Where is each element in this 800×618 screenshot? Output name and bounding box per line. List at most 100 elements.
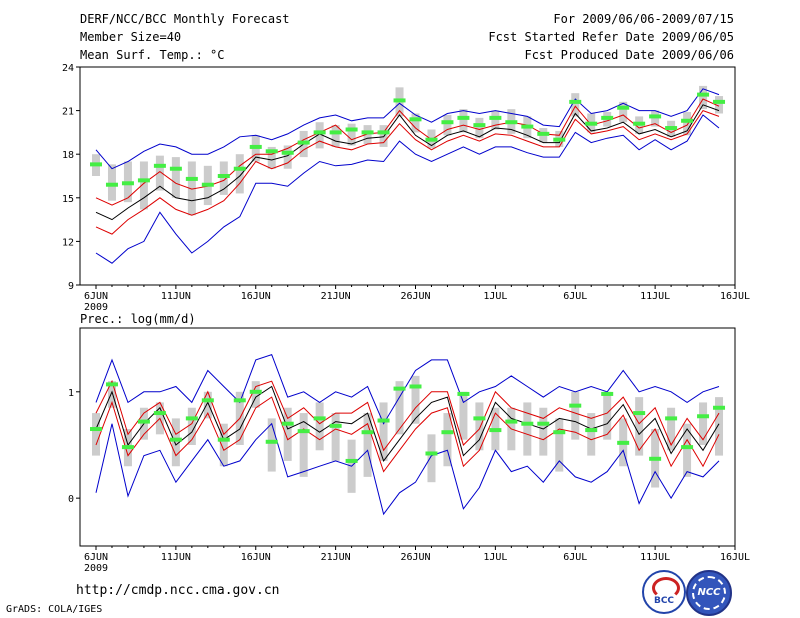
temp-spread-box (571, 93, 580, 117)
prec-median-marker (345, 458, 358, 463)
temp-median-marker (169, 166, 182, 171)
temp-median-marker (105, 182, 118, 187)
prec-median-marker (121, 445, 134, 450)
prec-spread-box (539, 407, 548, 456)
prec-spread-box (283, 407, 292, 461)
temp-max-line (95, 88, 720, 170)
prec-median-marker (473, 416, 486, 421)
prec-x-tick-label: 1JUL (483, 552, 507, 563)
temp-median-marker (665, 126, 678, 131)
temp-x-tick-label: 6JUL (563, 291, 587, 302)
prec-spread-box (587, 413, 596, 456)
temp-spread-box (715, 96, 724, 114)
temp-spread-box (315, 122, 324, 149)
forecast-start-date-label: Fcst Started Refer Date 2009/06/05 (488, 30, 734, 44)
prec-spread-box (107, 381, 116, 408)
temp-median-marker (617, 105, 630, 110)
prec-median-marker (377, 418, 390, 423)
temp-median-marker (473, 123, 486, 128)
temp-q25-line (95, 109, 720, 235)
temp-plot-frame (79, 66, 736, 286)
temp-median-marker (489, 115, 502, 120)
temp-median-marker (537, 131, 550, 136)
ncc-logo-ring (692, 576, 726, 610)
grads-credit: GrADS: COLA/IGES (6, 604, 103, 615)
prec-spread-box (427, 434, 436, 483)
temp-median-marker (425, 137, 438, 142)
bcc-logo-swirl (652, 577, 680, 599)
prec-spread-box (555, 418, 564, 472)
temp-median-marker (649, 114, 662, 119)
temp-median-marker (121, 181, 134, 186)
prec-spread-box (187, 407, 196, 445)
temp-median-marker (153, 163, 166, 168)
temp-x-tick-label: 16JUL (720, 291, 750, 302)
temp-x-tick-label: 6JUN (84, 291, 108, 302)
forecast-produced-date-label: Fcst Produced Date 2009/06/06 (524, 48, 734, 62)
temp-spread-box (347, 123, 356, 146)
temp-spread-box (363, 125, 372, 145)
temp-median-marker (185, 176, 198, 181)
prec-median-marker (393, 386, 406, 391)
temp-spread-box (107, 164, 116, 201)
prec-median-marker (233, 398, 246, 403)
source-url[interactable]: http://cmdp.ncc.cma.gov.cn (76, 583, 280, 598)
temp-median-marker (697, 92, 710, 97)
prec-x-tick-label: 26JUN (400, 552, 430, 563)
prec-plot-frame (79, 327, 736, 547)
temp-median-marker (281, 150, 294, 155)
prec-median-marker (441, 430, 454, 435)
prec-spread-box (331, 413, 340, 461)
temp-median-marker (601, 115, 614, 120)
temp-q75-line (95, 98, 720, 206)
temp-y-tick-label: 12 (62, 237, 74, 248)
temp-median-marker (201, 182, 214, 187)
prec-x-year-label: 2009 (84, 563, 108, 574)
prec-q25-line (95, 396, 720, 473)
prec-x-tick-label: 6JUL (563, 552, 587, 563)
prec-x-tick-label: 6JUN (84, 552, 108, 563)
temp-median-marker (297, 140, 310, 145)
temp-median-marker (233, 166, 246, 171)
temp-spread-box (187, 161, 196, 216)
temp-median-marker (505, 120, 518, 125)
prec-median-marker (457, 391, 470, 396)
temp-median-marker (265, 149, 278, 154)
temp-spread-box (155, 155, 164, 191)
temp-median-marker (90, 162, 102, 167)
ncc-logo-text: NCC (697, 587, 721, 598)
temp-x-tick-label: 1JUL (483, 291, 507, 302)
temp-median-marker (313, 130, 326, 135)
prec-x-tick-label: 11JUL (640, 552, 670, 563)
temp-spread-box (171, 157, 180, 198)
temp-median-marker (681, 118, 694, 123)
prec-spread-box (683, 423, 692, 477)
prec-spread-box (443, 413, 452, 467)
bcc-logo-text: BCC (653, 596, 675, 606)
temp-median-marker (137, 178, 150, 183)
prec-median-marker (681, 445, 694, 450)
temp-spread-box (619, 101, 628, 123)
precipitation-panel-title: Prec.: log(mm/d) (80, 312, 196, 326)
prec-spread-box (571, 391, 580, 440)
prec-median-marker (185, 416, 198, 421)
temp-y-tick-label: 9 (68, 281, 74, 292)
prec-median-marker (617, 440, 630, 445)
prec-median-marker (713, 405, 726, 410)
prec-spread-box (699, 402, 708, 445)
prec-spread-box (475, 402, 484, 451)
prec-median-marker (585, 428, 598, 433)
prec-median-marker (697, 414, 710, 419)
temp-median-marker (713, 99, 726, 104)
temp-spread-box (475, 117, 484, 139)
temp-spread-box (459, 109, 468, 133)
prec-mean-line (95, 385, 720, 462)
prec-spread-box (251, 381, 260, 408)
temp-x-year-label: 2009 (84, 302, 108, 313)
temp-median-marker (409, 117, 422, 122)
prec-spread-box (363, 413, 372, 477)
prec-median-marker (489, 428, 502, 433)
temp-y-tick-label: 21 (62, 107, 74, 118)
temperature-panel: 9 12 15 18 21 24 6JUN 11JUN 16JUN 21JUN 26JUN 1JUL 6… (62, 63, 750, 313)
